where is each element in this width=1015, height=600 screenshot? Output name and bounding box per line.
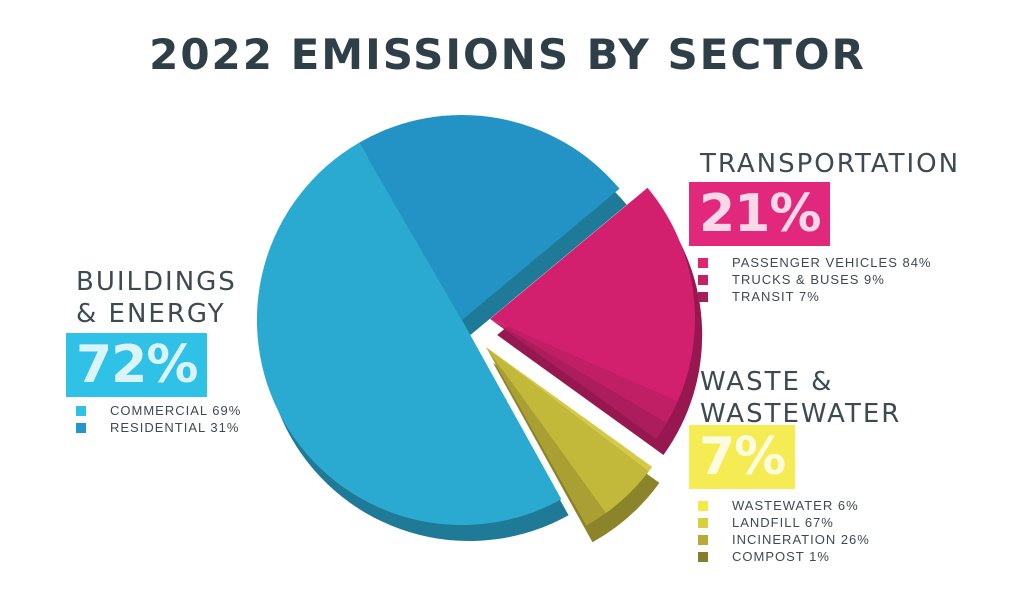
- legend-swatch: [698, 257, 708, 268]
- legend-swatch: [76, 405, 86, 416]
- transportation-label-line1: TRANSPORTATION: [700, 149, 961, 179]
- legend-label: LANDFILL 67%: [732, 515, 834, 530]
- legend-item: COMMERCIAL 69%: [76, 402, 241, 419]
- transportation-percent: 21%: [689, 182, 831, 246]
- pie-slice: [489, 187, 695, 402]
- legend-item: WASTEWATER 6%: [698, 497, 870, 514]
- legend-label: RESIDENTIAL 31%: [110, 420, 240, 435]
- pie-slice: [485, 346, 606, 526]
- legend-label: COMMERCIAL 69%: [110, 403, 242, 418]
- waste-label-line2: WASTEWATER: [700, 399, 902, 429]
- waste-percent: 7%: [689, 425, 796, 489]
- waste-label-line1: WASTE &: [700, 367, 834, 397]
- legend-label: PASSENGER VEHICLES 84%: [732, 255, 932, 270]
- legend-label: WASTEWATER 6%: [732, 498, 859, 513]
- buildings-percent: 72%: [66, 333, 208, 397]
- legend-swatch: [76, 422, 86, 433]
- pie-slice: [485, 346, 587, 527]
- pie-slice: [256, 142, 562, 526]
- waste-label: WASTE & WASTEWATER: [700, 366, 901, 430]
- pie-slice: [489, 319, 678, 424]
- waste-legend: WASTEWATER 6% LANDFILL 67% INCINERATION 26…: [698, 497, 870, 565]
- legend-label: TRUCKS & BUSES 9%: [732, 272, 885, 287]
- transportation-label: TRANSPORTATION: [700, 148, 960, 180]
- legend-swatch: [698, 500, 708, 511]
- legend-swatch: [698, 517, 708, 528]
- legend-item: RESIDENTIAL 31%: [76, 419, 241, 436]
- legend-label: COMPOST 1%: [732, 549, 830, 564]
- buildings-label-line2: & ENERGY: [76, 299, 226, 329]
- legend-item: TRUCKS & BUSES 9%: [698, 271, 932, 288]
- legend-item: LANDFILL 67%: [698, 514, 870, 531]
- buildings-label: BUILDINGS & ENERGY: [76, 266, 237, 330]
- legend-label: INCINERATION 26%: [732, 532, 870, 547]
- buildings-label-line1: BUILDINGS: [76, 267, 237, 297]
- pie-slice: [485, 346, 653, 472]
- legend-swatch: [698, 291, 708, 302]
- legend-swatch: [698, 551, 708, 562]
- pie-slice: [485, 346, 649, 514]
- pie-slice: [489, 319, 667, 439]
- legend-item: COMPOST 1%: [698, 548, 870, 565]
- legend-item: PASSENGER VEHICLES 84%: [698, 254, 932, 271]
- buildings-legend: COMMERCIAL 69% RESIDENTIAL 31%: [76, 402, 241, 436]
- legend-label: TRANSIT 7%: [732, 289, 820, 304]
- transportation-legend: PASSENGER VEHICLES 84% TRUCKS & BUSES 9% T…: [698, 254, 932, 305]
- chart-title: 2022 EMISSIONS BY SECTOR: [149, 30, 866, 79]
- pie-slice: [359, 115, 620, 321]
- legend-swatch: [698, 274, 708, 285]
- legend-swatch: [698, 534, 708, 545]
- legend-item: TRANSIT 7%: [698, 288, 932, 305]
- legend-item: INCINERATION 26%: [698, 531, 870, 548]
